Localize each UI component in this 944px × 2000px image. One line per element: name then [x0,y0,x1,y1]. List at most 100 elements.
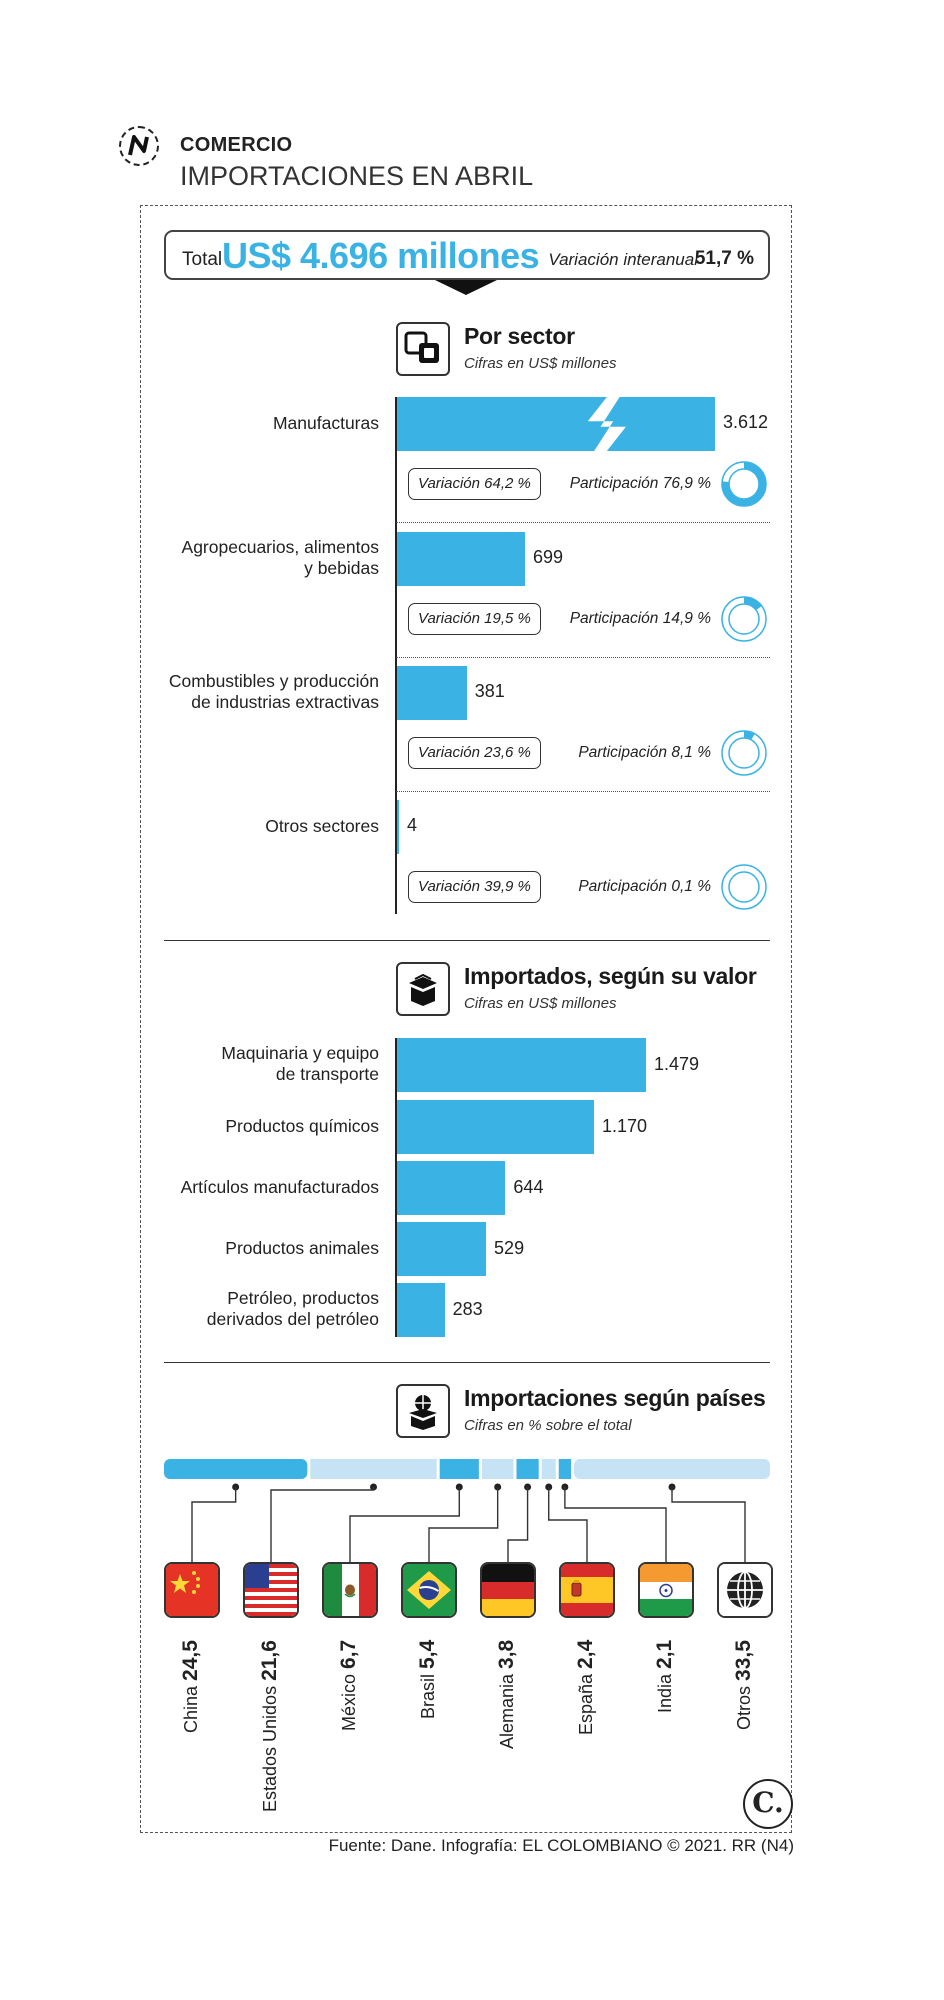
sector-bar [397,800,399,854]
spain-flag-icon [559,1562,615,1618]
category-label-line: de transporte [275,1064,379,1084]
china-flag-icon [164,1562,220,1618]
country-segment [439,1459,479,1479]
country-value: 21,6 [258,1640,281,1681]
country-value: 24,5 [179,1640,202,1681]
variation-label: Variación interanual [548,250,698,269]
sector-bar [397,666,467,720]
arrow-down-icon [435,280,497,295]
value-category-label: Maquinaria y equipo de transporte [221,1043,379,1085]
ring-fill [722,731,766,775]
country-segment [574,1459,770,1479]
value-axis [395,1038,397,1337]
variation-pill: Variación 19,5 % [408,603,541,635]
country-segment [558,1459,572,1479]
value-bar [397,1283,445,1337]
sector-title: Por sector [464,323,575,349]
country-label: Brasil 5,4 [416,1640,440,1719]
country-value: 2,1 [653,1639,676,1669]
category-label-line: Combustibles y producción [168,671,379,691]
sector-bar [397,532,525,586]
category-label-line: Maquinaria y equipo [221,1043,379,1063]
sector-value-label: 4 [407,815,418,835]
ring-inner [728,468,760,500]
country-bar-chart [164,1459,770,1562]
category-label-line: Manufacturas [272,412,379,433]
connector-line [507,1487,529,1562]
country-name: Otros [734,1680,754,1730]
country-name: México [339,1668,359,1731]
infographic-frame [140,205,792,1833]
participation-label: Participación 14,9 % [569,610,711,627]
axis-break-cut [587,397,626,451]
sector-value-label: 381 [474,681,505,701]
participation-label: Participación 8,1 % [578,744,711,761]
value-category-label: Artículos manufacturados [181,1177,379,1198]
sector-value-label: 699 [533,547,564,567]
ring-fill [722,865,766,909]
ring-inner [728,603,760,635]
variation-value: 51,7 % [694,248,754,269]
country-value: 2,4 [574,1639,597,1669]
category-label-line: Artículos manufacturados [180,1176,379,1197]
squares-icon [396,322,450,376]
category-label-line: de industrias extractivas [191,692,379,712]
total-value: US$ 4.696 millones [222,235,540,276]
country-label: China 24,5 [179,1640,203,1733]
box-icon [396,962,450,1016]
connector-line [564,1487,667,1562]
ring-inner [728,737,760,769]
country-label: Alemania 3,8 [495,1640,519,1749]
country-name: Brasil [418,1668,438,1719]
total-box: Total US$ 4.696 millones Variación inter… [164,230,770,280]
category-label-line: Productos químicos [225,1115,379,1136]
kicker: COMERCIO [180,134,293,156]
variation-pill: Variación 23,6 % [408,737,541,769]
sector-bar [397,397,715,451]
variation-pill: Variación 64,2 % [408,468,541,500]
category-label-line: y bebidas [304,558,379,578]
participation-ring [721,864,767,910]
india-flag-icon [638,1562,694,1618]
value-value-label: 644 [513,1177,544,1197]
participation-label: Participación 0,1 % [578,878,711,895]
category-label-line: Agropecuarios, alimentos [181,537,379,557]
ring-inner [728,871,760,903]
connector-line [671,1487,746,1562]
connector-line [548,1487,588,1562]
n-logo-icon [119,126,159,166]
country-name: España [576,1668,596,1735]
total-label: Total [182,249,223,270]
source-note: Fuente: Dane. Infografía: EL COLOMBIANO … [328,1836,794,1855]
connector-line [270,1487,375,1562]
value-bar [397,1222,487,1276]
page-title: IMPORTACIONES EN ABRIL [180,161,534,191]
country-label: Estados Unidos 21,6 [258,1640,282,1812]
country-label: India 2,1 [653,1640,677,1713]
country-name: Alemania [497,1668,517,1749]
ring-outer [721,864,767,910]
participation-label: Participación 76,9 % [569,475,711,492]
germany-flag-icon [480,1562,536,1618]
row-separator [396,522,770,523]
country-value: 3,8 [495,1639,518,1669]
sector-category-label: Manufacturas [273,413,379,434]
category-label-line: Otros sectores [265,815,379,836]
usa-flag-icon [243,1562,299,1618]
row-separator [396,657,770,658]
mexico-flag-icon [322,1562,378,1618]
value-bar [397,1100,594,1154]
sector-value-label: 3.612 [723,412,769,432]
connector-line [191,1487,237,1562]
value-value-label: 283 [452,1299,483,1319]
divider [164,1362,770,1363]
country-name: China [181,1680,201,1733]
country-label: Otros 33,5 [732,1640,756,1730]
value-category-label: Petróleo, productos derivados del petróle… [207,1288,379,1330]
value-value-label: 1.170 [601,1116,648,1136]
value-title: Importados, según su valor [464,963,757,989]
value-bar [397,1161,506,1215]
globe-box-icon [396,1384,450,1438]
value-value-label: 529 [494,1238,525,1258]
category-label-line: Productos animales [225,1237,379,1258]
